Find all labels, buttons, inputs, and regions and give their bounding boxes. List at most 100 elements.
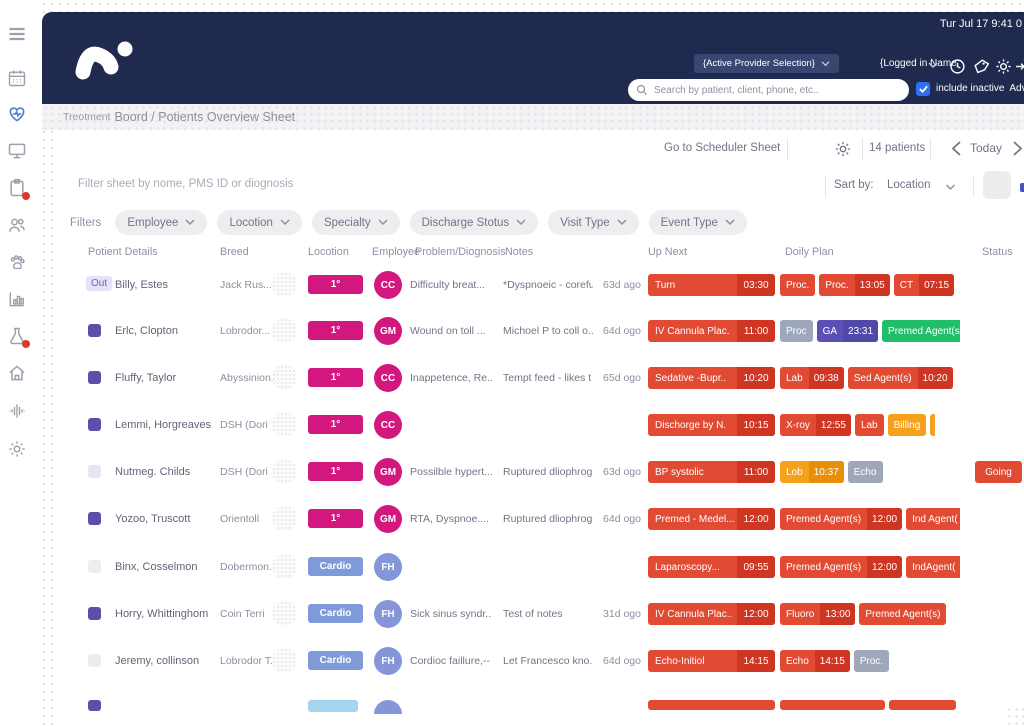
table-row[interactable]: Lemmi, Horgreaves DSH (Dori 1° CC Dischorge …: [57, 402, 1024, 448]
plan-pill[interactable]: Proc: [780, 320, 813, 342]
plan-pill[interactable]: Echo 14:15: [780, 650, 850, 672]
table-row[interactable]: [57, 693, 1024, 726]
filter-specialty[interactable]: Specialty: [311, 210, 400, 235]
photo-placeholder[interactable]: [272, 506, 297, 531]
filter-employee[interactable]: Employee: [115, 210, 208, 235]
photo-placeholder[interactable]: [272, 272, 297, 297]
filter-locotion[interactable]: Locotion: [217, 210, 302, 235]
chevron-down-icon[interactable]: [945, 184, 956, 191]
plan-pill[interactable]: Premed Agent(s) 12:00: [780, 508, 903, 530]
home-icon[interactable]: [7, 363, 27, 383]
plan-pill[interactable]: Lab 09:38: [780, 367, 844, 389]
today-button[interactable]: Today: [970, 141, 1003, 155]
employee-avatar[interactable]: GM: [374, 458, 402, 486]
legend-color-square[interactable]: [1020, 183, 1024, 192]
users-icon[interactable]: [7, 215, 27, 235]
breadcrumb[interactable]: Boord / Potients Overview Sheet: [114, 110, 296, 124]
up-next-pill[interactable]: Laparoscopy... 09:55: [648, 556, 775, 578]
plan-pill[interactable]: Lab: [854, 414, 884, 436]
view-options-button[interactable]: [983, 171, 1011, 199]
employee-avatar[interactable]: FH: [374, 647, 402, 675]
location-badge[interactable]: 1°: [308, 321, 363, 340]
waveform-icon[interactable]: [7, 401, 27, 421]
status-badge[interactable]: Going: [975, 461, 1022, 483]
plan-pill[interactable]: Sed Agent(s) 10:20: [847, 367, 953, 389]
menu-icon[interactable]: [7, 24, 27, 44]
include-inactive-checkbox[interactable]: [916, 82, 930, 96]
table-row[interactable]: Out Billy, Estes Jack Rus... 1° CC Difficulty…: [57, 262, 1024, 308]
employee-avatar[interactable]: CC: [374, 411, 402, 439]
photo-placeholder[interactable]: [272, 412, 297, 437]
plan-pill[interactable]: Lob 10:37: [780, 461, 844, 483]
logout-door-icon[interactable]: [1014, 58, 1024, 75]
advanced-search-link[interactable]: Advanced s: [1009, 83, 1024, 94]
go-to-scheduler-link[interactable]: Go to Scheduler Sheet: [664, 142, 781, 154]
plan-pill[interactable]: [930, 414, 936, 436]
plan-pill[interactable]: Premed Agent(s) 12:00: [780, 556, 903, 578]
filter-visit-type[interactable]: Visit Type: [548, 210, 639, 235]
search-input[interactable]: [654, 84, 901, 96]
paw-icon[interactable]: [7, 252, 27, 272]
table-row[interactable]: Horry, Whittinghom Coin Terri Cardio FH Sick…: [57, 591, 1024, 637]
employee-avatar[interactable]: CC: [374, 271, 402, 299]
photo-placeholder[interactable]: [272, 318, 297, 343]
plan-pill[interactable]: GA 23:31: [816, 320, 879, 342]
plan-pill[interactable]: Proc. 13:05: [819, 274, 890, 296]
history-clock-icon[interactable]: [949, 58, 966, 75]
sort-by-value[interactable]: Location: [887, 179, 931, 191]
bar-chart-icon[interactable]: [7, 289, 27, 309]
up-next-pill[interactable]: IV Cannula Plac. 11:00: [648, 320, 775, 342]
location-badge[interactable]: 1°: [308, 275, 363, 294]
chevron-down-icon[interactable]: [928, 62, 938, 69]
heart-pulse-icon[interactable]: [7, 104, 27, 124]
location-badge[interactable]: Cardio: [308, 604, 363, 623]
location-badge[interactable]: Cardio: [308, 651, 363, 670]
photo-placeholder[interactable]: [272, 365, 297, 390]
up-next-pill[interactable]: Sedative -Bupr.. 10:20: [648, 367, 775, 389]
active-provider-selector[interactable]: {Active Provider Selection}: [694, 54, 839, 73]
up-next-pill[interactable]: [648, 700, 775, 710]
plan-pill[interactable]: Ind Agent(: [906, 508, 960, 530]
clipboard-icon[interactable]: [7, 178, 30, 200]
location-badge[interactable]: Cardio: [308, 557, 363, 576]
sheet-filter-input[interactable]: [78, 178, 378, 190]
location-badge[interactable]: 1°: [308, 415, 363, 434]
employee-avatar[interactable]: CC: [374, 364, 402, 392]
table-row[interactable]: Fluffy, Taylor Abyssinion. 1° CC Inappetence…: [57, 355, 1024, 401]
table-row[interactable]: Yozoo, Truscott Orientoll 1° GM RTA, Dyspnoe…: [57, 496, 1024, 542]
settings-icon[interactable]: [7, 439, 27, 459]
location-badge[interactable]: [308, 700, 358, 712]
employee-avatar[interactable]: GM: [374, 505, 402, 533]
employee-avatar[interactable]: FH: [374, 600, 402, 628]
plan-pill[interactable]: Fluoro 13:00: [780, 603, 856, 625]
next-day-chevron-icon[interactable]: [1013, 141, 1022, 156]
up-next-pill[interactable]: IV Cannula Plac.. 12:00: [648, 603, 775, 625]
plan-pill[interactable]: [889, 700, 956, 710]
monitor-icon[interactable]: [7, 141, 27, 161]
settings-gear-icon[interactable]: [995, 58, 1012, 75]
table-row[interactable]: Binx, Cosselmon Dobermon. Cardio FH Laparosc…: [57, 544, 1024, 590]
table-row[interactable]: Jeremy, collinson Lobrodor T.. Cardio FH Cor…: [57, 638, 1024, 684]
calendar-icon[interactable]: [7, 68, 27, 88]
breadcrumb-prefix[interactable]: Treotment: [63, 111, 111, 123]
plan-pill[interactable]: IndAgent(: [906, 556, 960, 578]
up-next-pill[interactable]: BP systolic 11:00: [648, 461, 775, 483]
plan-pill[interactable]: X-roy 12:55: [780, 414, 851, 436]
photo-placeholder[interactable]: [272, 459, 297, 484]
employee-avatar[interactable]: FH: [374, 553, 402, 581]
employee-avatar[interactable]: [374, 700, 402, 714]
logged-in-user[interactable]: {Logged in Name: [880, 58, 957, 69]
location-badge[interactable]: 1°: [308, 509, 363, 528]
employee-avatar[interactable]: GM: [374, 317, 402, 345]
filter-event-type[interactable]: Event Type: [648, 210, 747, 235]
up-next-pill[interactable]: Turn 03:30: [648, 274, 775, 296]
filter-discharge-stotus[interactable]: Discharge Stotus: [409, 210, 539, 235]
photo-placeholder[interactable]: [272, 601, 297, 626]
flask-icon[interactable]: [7, 326, 30, 348]
photo-placeholder[interactable]: [272, 648, 297, 673]
prev-day-chevron-icon[interactable]: [952, 141, 961, 156]
up-next-pill[interactable]: Echo-Initiol 14:15: [648, 650, 775, 672]
photo-placeholder[interactable]: [272, 554, 297, 579]
plan-pill[interactable]: Proc.: [780, 274, 816, 296]
plan-pill[interactable]: Billing: [887, 414, 927, 436]
